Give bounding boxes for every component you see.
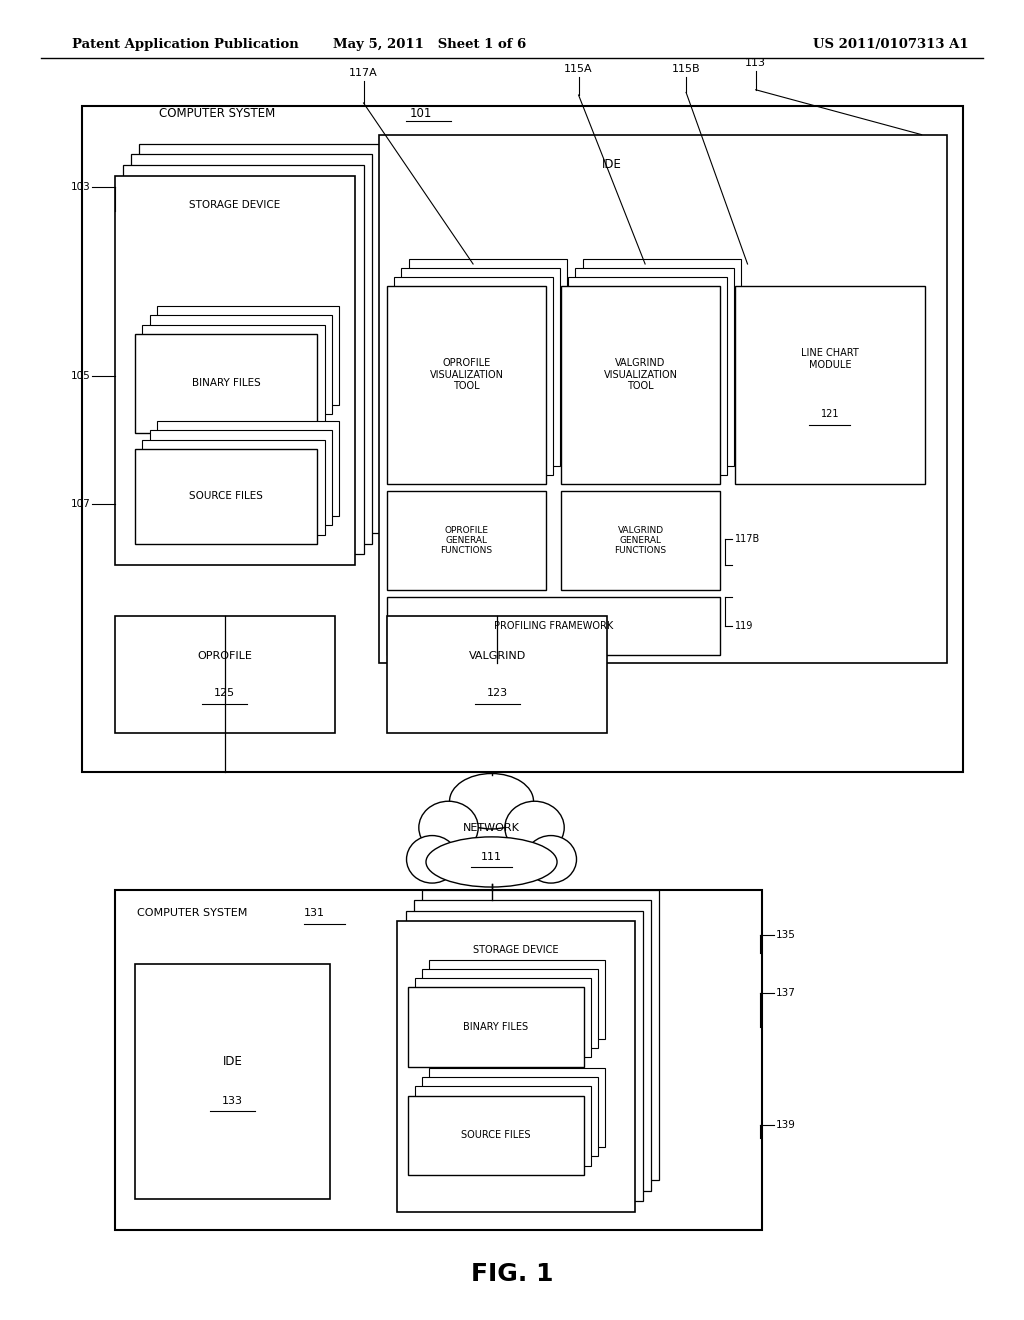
Bar [409,259,567,457]
Text: Patent Application Publication: Patent Application Publication [72,38,298,51]
Text: BINARY FILES: BINARY FILES [191,379,261,388]
Bar [397,921,635,1212]
Bar [568,277,727,475]
Text: LINE CHART
MODULE: LINE CHART MODULE [801,348,859,370]
Bar [387,616,607,733]
Bar [408,987,584,1067]
Text: NETWORK: NETWORK [463,822,520,833]
Bar [139,144,380,533]
Bar [422,969,598,1048]
Text: VALGRIND
VISUALIZATION
TOOL: VALGRIND VISUALIZATION TOOL [603,358,678,392]
Text: 113: 113 [745,58,766,69]
Bar [123,165,364,554]
Text: IDE: IDE [602,158,622,172]
Text: 135: 135 [776,929,796,940]
Text: 103: 103 [71,182,90,193]
Text: STORAGE DEVICE: STORAGE DEVICE [473,945,559,956]
Text: VALGRIND
GENERAL
FUNCTIONS: VALGRIND GENERAL FUNCTIONS [614,525,667,556]
Text: 105: 105 [71,371,90,381]
Bar [429,960,605,1039]
Ellipse shape [505,801,564,854]
Ellipse shape [525,836,577,883]
Bar [115,176,355,565]
Bar [135,449,317,544]
Ellipse shape [407,836,458,883]
Text: US 2011/0107313 A1: US 2011/0107313 A1 [813,38,969,51]
Bar [135,334,317,433]
Bar [142,325,325,424]
Ellipse shape [450,774,534,829]
Text: 125: 125 [214,688,236,698]
Text: 123: 123 [486,688,508,698]
Bar [387,491,546,590]
Text: IDE: IDE [222,1055,243,1068]
Text: 101: 101 [410,107,432,120]
Text: STORAGE DEVICE: STORAGE DEVICE [189,199,281,210]
Text: COMPUTER SYSTEM: COMPUTER SYSTEM [137,908,248,919]
Bar [150,430,332,525]
Bar [583,259,741,457]
Bar [82,106,963,772]
Text: 111: 111 [481,851,502,862]
Bar [131,154,372,544]
Text: 115B: 115B [672,63,700,74]
Bar [387,597,720,655]
Text: 107: 107 [71,499,90,510]
Text: 115A: 115A [564,63,593,74]
Bar [157,306,339,405]
Text: OPROFILE
GENERAL
FUNCTIONS: OPROFILE GENERAL FUNCTIONS [440,525,493,556]
Bar [408,1096,584,1175]
Text: 117A: 117A [349,67,378,78]
Ellipse shape [419,801,478,854]
Text: 133: 133 [222,1096,243,1106]
Text: COMPUTER SYSTEM: COMPUTER SYSTEM [159,107,275,120]
Bar [387,286,546,484]
Bar [415,1086,591,1166]
Bar [415,978,591,1057]
Text: VALGRIND: VALGRIND [469,651,525,661]
Text: BINARY FILES: BINARY FILES [463,1022,528,1032]
Bar [422,890,659,1180]
Text: 117B: 117B [735,533,761,544]
Bar [406,911,643,1201]
Text: FIG. 1: FIG. 1 [471,1262,553,1286]
Text: PROFILING FRAMEWORK: PROFILING FRAMEWORK [494,620,613,631]
Bar [394,277,553,475]
Bar [115,616,335,733]
Bar [150,315,332,414]
Bar [142,440,325,535]
Bar [422,1077,598,1156]
Text: SOURCE FILES: SOURCE FILES [189,491,263,502]
Text: 139: 139 [776,1119,796,1130]
Text: 137: 137 [776,987,796,998]
Bar [575,268,734,466]
Text: May 5, 2011   Sheet 1 of 6: May 5, 2011 Sheet 1 of 6 [334,38,526,51]
Bar [429,1068,605,1147]
Bar [379,135,947,663]
Text: SOURCE FILES: SOURCE FILES [461,1130,530,1140]
Text: 131: 131 [304,908,326,919]
Bar [735,286,925,484]
Bar [115,890,762,1230]
Bar [561,286,720,484]
Bar [157,421,339,516]
Bar [414,900,651,1191]
Text: 121: 121 [820,409,840,420]
Bar [561,491,720,590]
Text: OPROFILE
VISUALIZATION
TOOL: OPROFILE VISUALIZATION TOOL [429,358,504,392]
Bar [401,268,560,466]
Bar [135,964,330,1199]
Ellipse shape [426,837,557,887]
Text: OPROFILE: OPROFILE [198,651,252,661]
Text: 119: 119 [735,620,754,631]
